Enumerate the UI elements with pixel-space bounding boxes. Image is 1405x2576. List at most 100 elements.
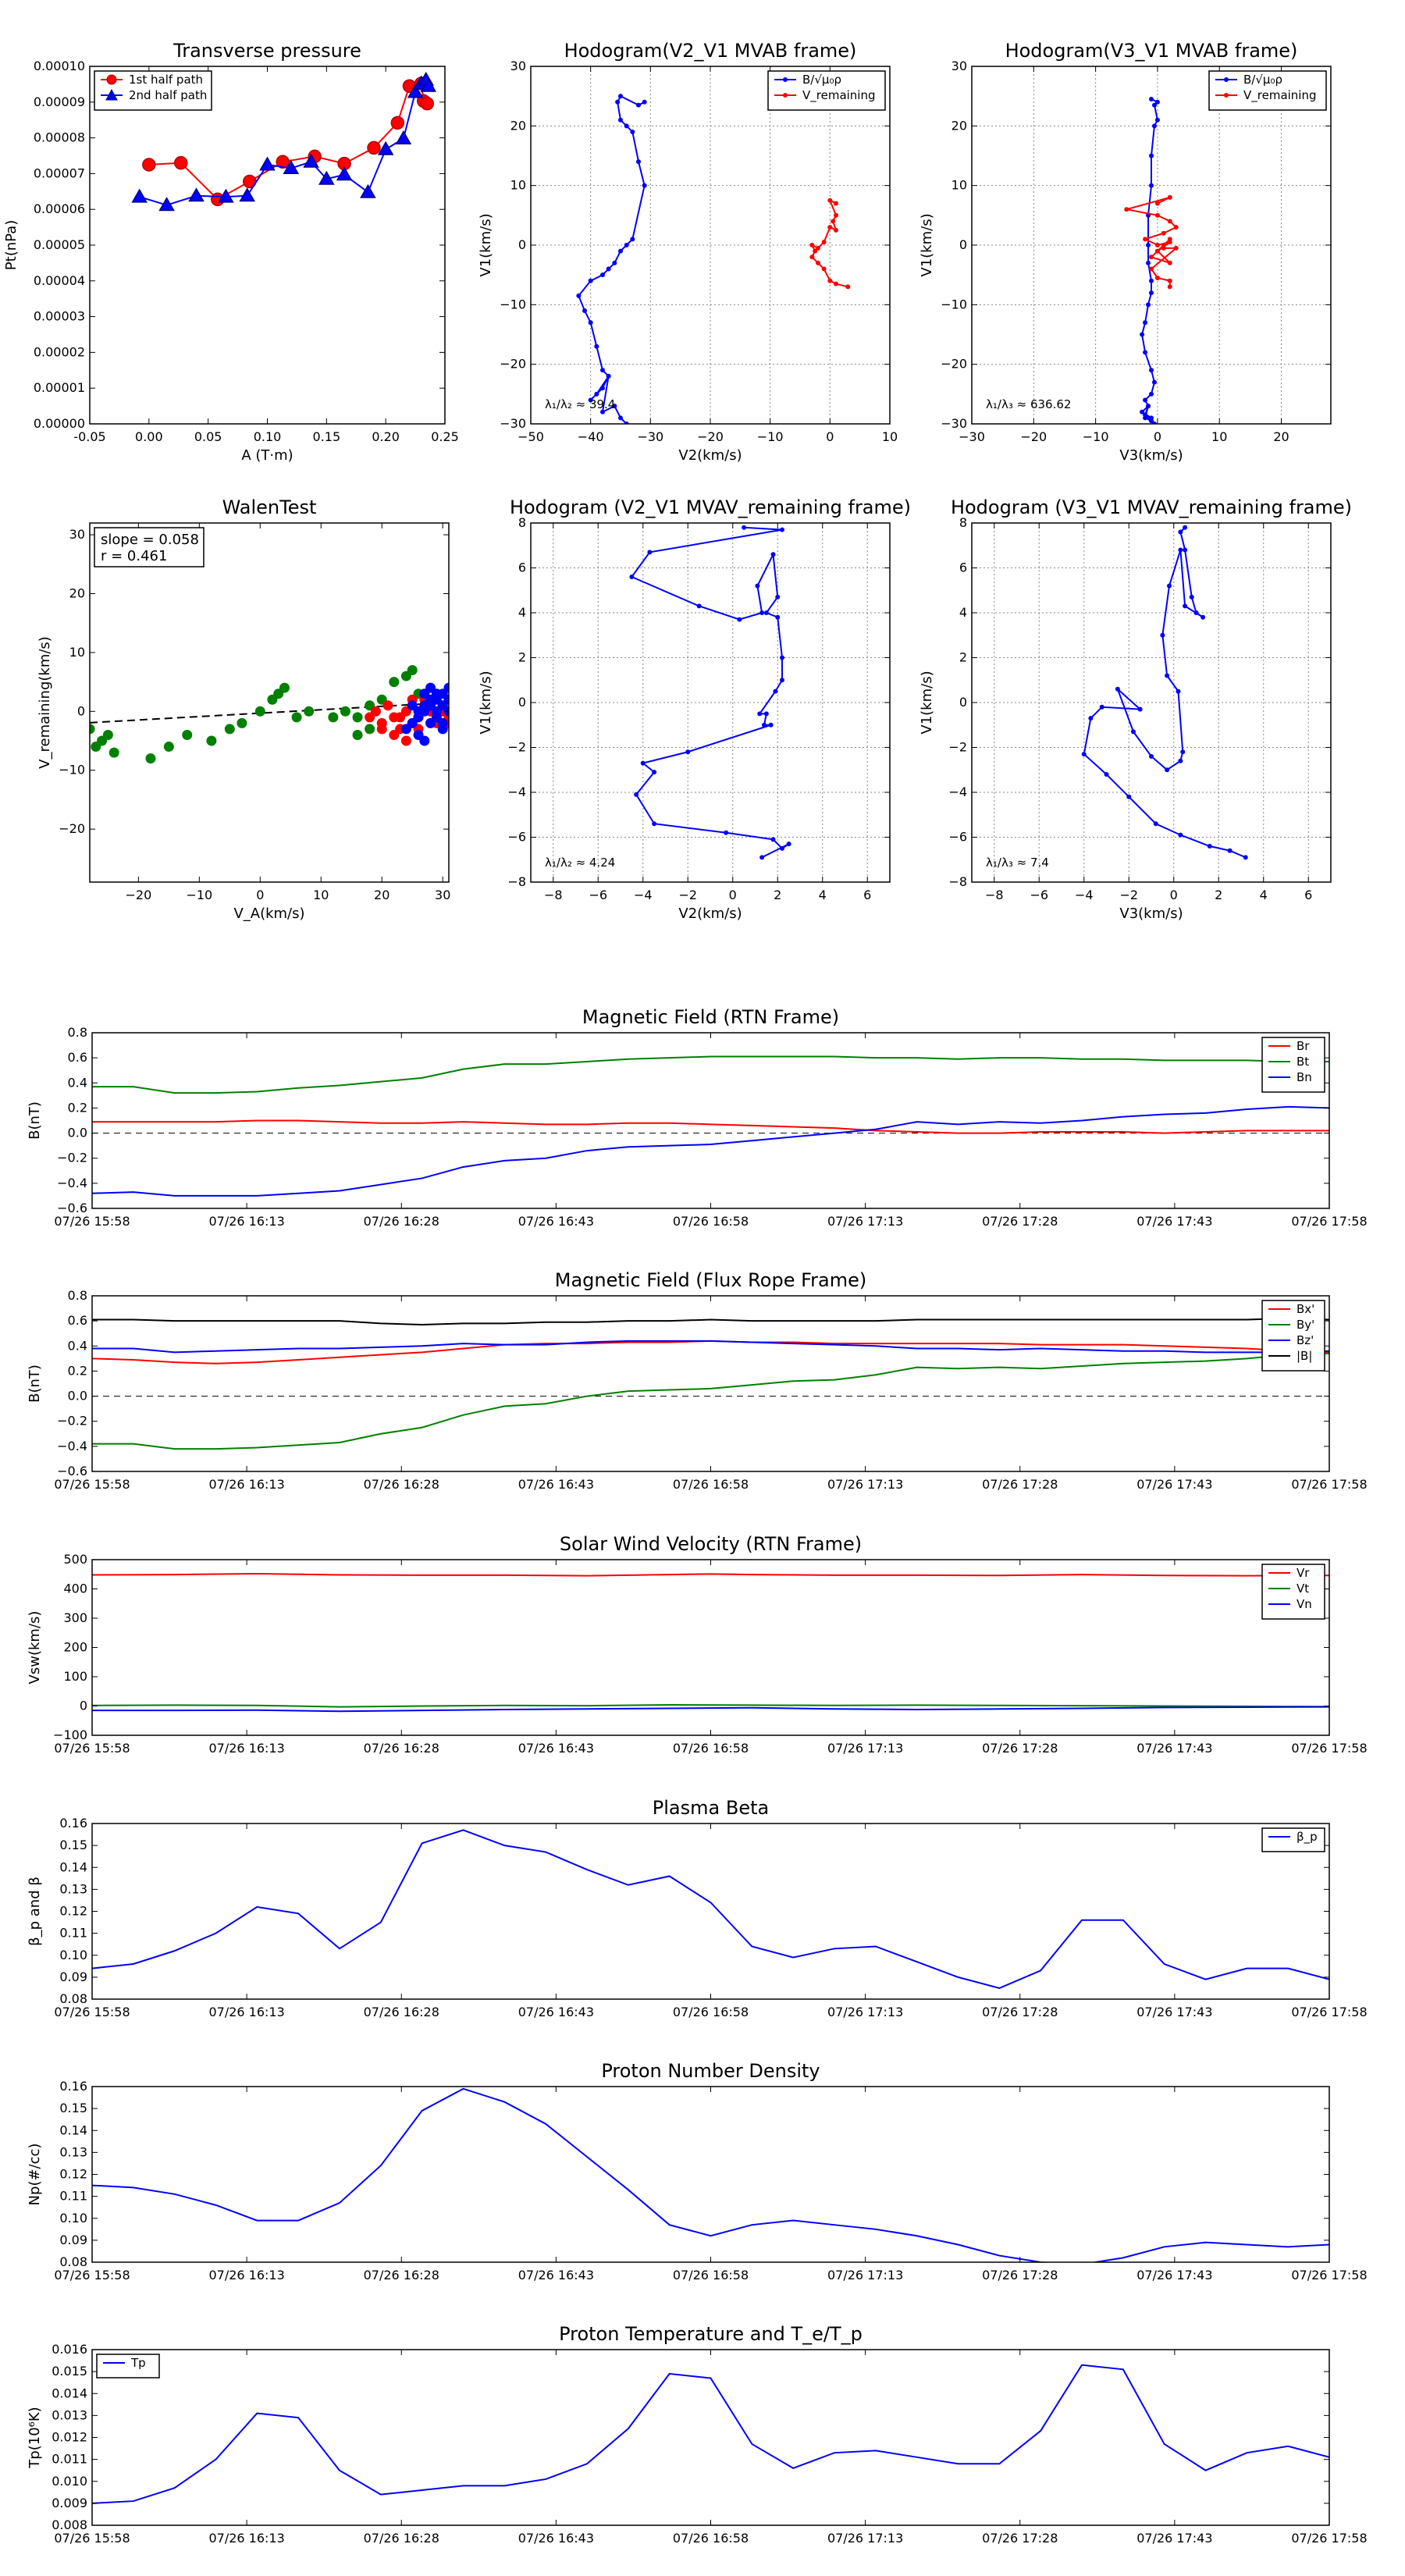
- x-tick-label: −2: [678, 888, 697, 902]
- legend-label: Bt: [1297, 1055, 1309, 1069]
- x-tick-label: −30: [959, 429, 985, 444]
- data-point: [834, 201, 838, 206]
- data-point: [182, 729, 193, 740]
- data-point: [1149, 96, 1154, 101]
- data-point: [420, 96, 434, 111]
- y-tick-label: 10: [510, 178, 526, 193]
- data-point: [1167, 583, 1172, 589]
- data-point: [1149, 153, 1154, 158]
- data-point: [1160, 632, 1165, 638]
- legend-label: By': [1297, 1318, 1314, 1332]
- data-point: [224, 724, 235, 735]
- y-tick-label: 20: [510, 118, 526, 133]
- data-point: [419, 735, 430, 746]
- y-tick-label: 0.009: [52, 2496, 87, 2510]
- y-tick-label: 0: [959, 237, 967, 252]
- data-point: [1167, 219, 1172, 224]
- chart-plasma-beta: 07/26 15:58 07/26 16:13 07/26 16:28 07/26 1…: [27, 1797, 1368, 2019]
- data-point: [283, 160, 300, 175]
- y-tick-label: 0.0: [68, 1389, 87, 1404]
- data-point: [1104, 772, 1109, 777]
- y-axis-label: V_remaining(km/s): [37, 636, 53, 769]
- data-point: [759, 855, 765, 860]
- series-line-0: [92, 1119, 1329, 1134]
- y-tick-label: 100: [63, 1669, 87, 1684]
- x-tick-label: −10: [1083, 429, 1109, 444]
- data-point: [606, 266, 611, 272]
- y-tick-label: 0.09: [59, 1969, 87, 1984]
- data-point: [742, 525, 747, 530]
- data-point: [377, 141, 394, 155]
- data-point: [582, 308, 587, 313]
- data-point: [755, 583, 760, 589]
- data-point: [163, 742, 174, 753]
- data-point: [600, 386, 605, 391]
- y-tick-label: −6: [948, 830, 967, 845]
- data-point: [1154, 117, 1160, 123]
- y-tick-label: 200: [63, 1640, 87, 1655]
- x-tick-label: 07/26 17:58: [1291, 2005, 1367, 2019]
- data-point: [390, 116, 405, 130]
- y-tick-label: −0.4: [57, 1176, 87, 1190]
- x-tick-label: 07/26 16:13: [208, 1741, 284, 1756]
- data-point: [763, 610, 769, 615]
- data-point: [1151, 102, 1157, 108]
- data-point: [1149, 418, 1154, 424]
- y-axis-label: V1(km/s): [919, 213, 935, 276]
- data-point: [642, 183, 647, 188]
- chart-hodogram-v3-mvab: −30 −20 −10 0 10 20 −30 −20 −10 0 10 20 30 Hodogram(V…: [919, 40, 1332, 464]
- data-point: [594, 391, 599, 397]
- data-point: [131, 188, 148, 203]
- data-point: [1099, 704, 1104, 710]
- data-point: [365, 724, 375, 735]
- data-point: [1149, 183, 1154, 188]
- data-point: [757, 711, 763, 717]
- data-point: [576, 293, 582, 298]
- data-point: [400, 735, 411, 746]
- y-tick-label: 8: [518, 515, 526, 530]
- data-point: [1081, 752, 1087, 757]
- data-point: [425, 694, 436, 705]
- plot-area: [90, 665, 449, 764]
- plot-area: [531, 523, 890, 882]
- plot-area: [92, 1055, 1329, 1197]
- legend-label: Vt: [1297, 1582, 1309, 1596]
- data-point: [1183, 603, 1188, 609]
- y-tick-label: 30: [69, 527, 85, 542]
- data-point: [400, 671, 411, 681]
- data-point: [273, 688, 284, 699]
- data-point: [1143, 350, 1148, 355]
- data-point: [1088, 716, 1094, 721]
- y-tick-label: 0.4: [68, 1338, 87, 1353]
- x-tick-label: 30: [435, 888, 450, 902]
- y-tick-label: 6: [959, 560, 967, 575]
- data-point: [90, 724, 95, 735]
- chart-title: Proton Temperature and T_e/T_p: [559, 2323, 863, 2345]
- y-tick-label: 30: [951, 59, 967, 73]
- legend-label: β_p: [1297, 1830, 1318, 1845]
- y-tick-label: 0.00009: [34, 94, 85, 109]
- y-tick-label: 0.013: [52, 2407, 87, 2422]
- x-tick-label: 0: [729, 888, 737, 902]
- series-line-2: [92, 1340, 1329, 1354]
- y-tick-label: −20: [500, 357, 526, 372]
- data-point: [395, 712, 406, 723]
- y-axis-label: Pt(nPa): [3, 220, 20, 270]
- data-point: [647, 550, 653, 555]
- y-tick-label: 0.6: [68, 1313, 87, 1328]
- stats-line: slope = 0.058: [101, 532, 199, 548]
- data-point: [437, 717, 448, 728]
- legend-label: Bn: [1297, 1070, 1312, 1084]
- y-tick-label: 20: [951, 118, 967, 133]
- x-tick-label: 07/26 17:13: [827, 2005, 903, 2019]
- legend-box: [1208, 70, 1327, 111]
- data-point: [831, 219, 836, 224]
- plot-area: [531, 66, 890, 424]
- x-tick-label: 0.05: [194, 429, 222, 444]
- y-tick-label: −100: [53, 1727, 87, 1742]
- legend-label: B/√μ₀ρ: [1243, 73, 1282, 87]
- y-tick-label: 0.00002: [34, 344, 85, 359]
- data-point: [389, 729, 400, 740]
